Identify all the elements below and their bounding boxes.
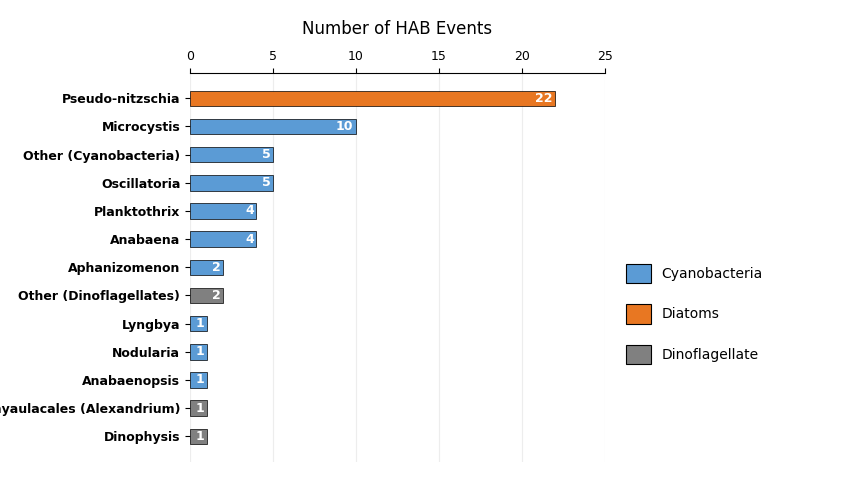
- Bar: [190, 119, 356, 134]
- Text: 1: 1: [195, 345, 204, 358]
- Bar: [190, 400, 206, 416]
- Legend: Cyanobacteria, Diatoms, Dinoflagellate: Cyanobacteria, Diatoms, Dinoflagellate: [620, 258, 768, 370]
- Text: 4: 4: [245, 233, 254, 245]
- Text: 1: 1: [195, 430, 204, 443]
- Bar: [190, 372, 206, 388]
- Text: 1: 1: [195, 373, 204, 386]
- Bar: [190, 203, 257, 219]
- Title: Number of HAB Events: Number of HAB Events: [302, 20, 492, 38]
- Text: 22: 22: [535, 92, 553, 105]
- Text: 5: 5: [262, 148, 270, 161]
- Bar: [190, 344, 206, 360]
- Text: 4: 4: [245, 205, 254, 217]
- Text: 1: 1: [195, 317, 204, 330]
- Bar: [190, 147, 273, 162]
- Text: 5: 5: [262, 176, 270, 190]
- Bar: [190, 429, 206, 444]
- Text: 2: 2: [212, 289, 221, 302]
- Bar: [190, 316, 206, 331]
- Bar: [190, 231, 257, 247]
- Text: 1: 1: [195, 401, 204, 415]
- Bar: [190, 175, 273, 191]
- Text: 2: 2: [212, 261, 221, 274]
- Bar: [190, 260, 223, 275]
- Bar: [190, 288, 223, 303]
- Text: 10: 10: [336, 120, 353, 133]
- Bar: [190, 90, 555, 106]
